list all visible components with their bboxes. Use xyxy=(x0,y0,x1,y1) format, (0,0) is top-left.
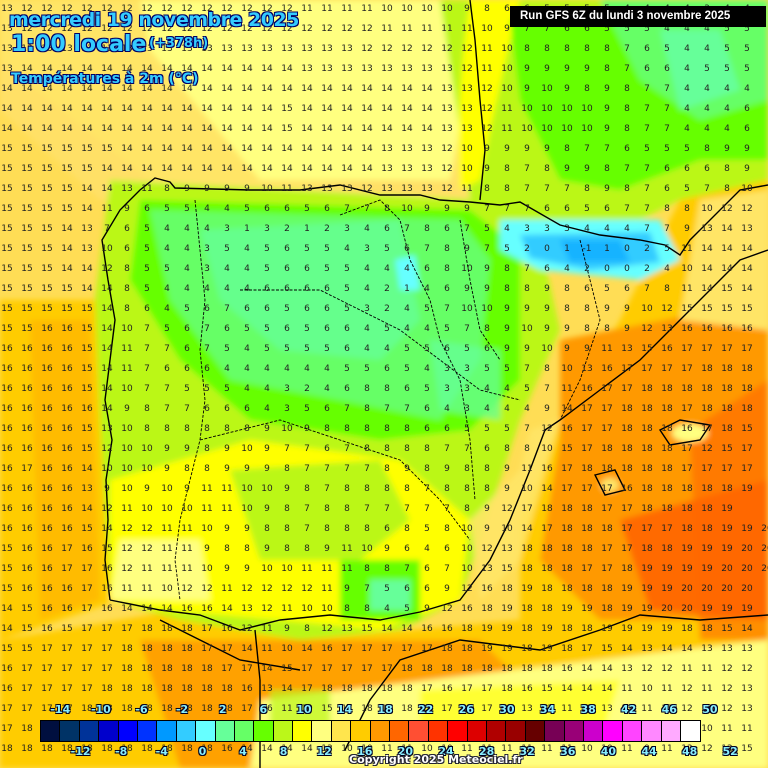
legend-swatch xyxy=(583,721,604,741)
legend-swatch xyxy=(680,721,701,741)
forecast-lead-time: (+378h) xyxy=(149,36,209,51)
legend-bottom-label: 52 xyxy=(722,745,738,758)
legend-swatch xyxy=(176,721,197,741)
legend-swatch xyxy=(390,721,410,741)
legend-swatch xyxy=(448,721,468,741)
legend-bottom-label: 8 xyxy=(279,745,288,758)
forecast-date: mercredi 19 novembre 2025 xyxy=(9,9,299,31)
legend-swatch xyxy=(370,721,391,741)
legend-bottom-label: 16 xyxy=(357,745,373,758)
legend-swatch xyxy=(79,721,100,741)
legend-top-label: 50 xyxy=(702,703,718,716)
legend-swatch xyxy=(642,721,662,741)
legend-swatch xyxy=(41,721,61,741)
legend-bottom-label: 4 xyxy=(239,745,247,758)
variable-title: Températures à 2m (°C) xyxy=(11,71,199,87)
legend-swatch xyxy=(564,721,584,741)
legend-top-label: 38 xyxy=(580,703,596,716)
legend-swatch xyxy=(137,721,158,741)
legend-swatch xyxy=(331,721,352,741)
legend-top-label: 6 xyxy=(259,703,268,716)
legend-swatch xyxy=(196,721,216,741)
legend-swatch xyxy=(215,721,235,741)
legend-top-label: 14 xyxy=(336,703,353,716)
legend-swatch xyxy=(486,721,507,741)
legend-swatch xyxy=(545,721,565,741)
legend-bottom-label: 32 xyxy=(519,745,535,758)
legend-top-label: 10 xyxy=(296,703,312,716)
legend-top-label: -10 xyxy=(90,703,111,716)
legend-swatch xyxy=(293,721,313,741)
legend-swatch xyxy=(254,721,274,741)
legend-swatch xyxy=(467,721,487,741)
legend-top-label: 46 xyxy=(661,703,677,716)
legend-bottom-label: 0 xyxy=(198,745,207,758)
legend-top-label: 26 xyxy=(458,703,474,716)
legend-bottom-label: 24 xyxy=(438,745,454,758)
forecast-time: 1:00 locale xyxy=(11,32,147,57)
legend-swatch xyxy=(118,721,138,741)
color-scale-legend xyxy=(40,720,702,742)
legend-top-label: 30 xyxy=(499,703,515,716)
model-run-label: Run GFS 6Z du lundi 3 novembre 2025 xyxy=(510,6,766,27)
legend-bottom-label: 12 xyxy=(316,745,332,758)
legend-swatch xyxy=(273,721,294,741)
legend-bottom-label: 20 xyxy=(397,745,414,758)
legend-swatch xyxy=(525,721,546,741)
legend-bottom-label: 48 xyxy=(681,745,698,758)
legend-swatch xyxy=(234,721,255,741)
legend-top-label: -6 xyxy=(135,703,148,716)
legend-swatch xyxy=(506,721,526,741)
legend-top-label: 42 xyxy=(621,703,637,716)
legend-top-label: -14 xyxy=(50,703,71,716)
legend-swatch xyxy=(603,721,623,741)
copyright-notice: Copyright 2025 Meteociel.fr xyxy=(349,753,523,766)
legend-top-label: -2 xyxy=(175,703,189,716)
legend-bottom-label: 40 xyxy=(600,745,617,758)
legend-bottom-label: 36 xyxy=(560,745,576,758)
legend-swatch xyxy=(99,721,119,741)
legend-swatch xyxy=(661,721,681,741)
legend-swatch xyxy=(622,721,643,741)
legend-swatch xyxy=(60,721,80,741)
legend-top-label: 34 xyxy=(539,703,556,716)
legend-swatch xyxy=(351,721,371,741)
legend-top-label: 18 xyxy=(377,703,393,716)
legend-bottom-label: -8 xyxy=(115,745,128,758)
legend-bottom-label: -4 xyxy=(155,745,168,758)
legend-top-label: 2 xyxy=(218,703,227,716)
legend-top-label: 22 xyxy=(418,703,434,716)
legend-swatch xyxy=(312,721,332,741)
legend-swatch xyxy=(428,721,449,741)
legend-bottom-label: 44 xyxy=(641,745,657,758)
legend-bottom-label: -12 xyxy=(70,745,91,758)
legend-swatch xyxy=(157,721,177,741)
legend-swatch xyxy=(409,721,429,741)
legend-bottom-label: 28 xyxy=(478,745,495,758)
